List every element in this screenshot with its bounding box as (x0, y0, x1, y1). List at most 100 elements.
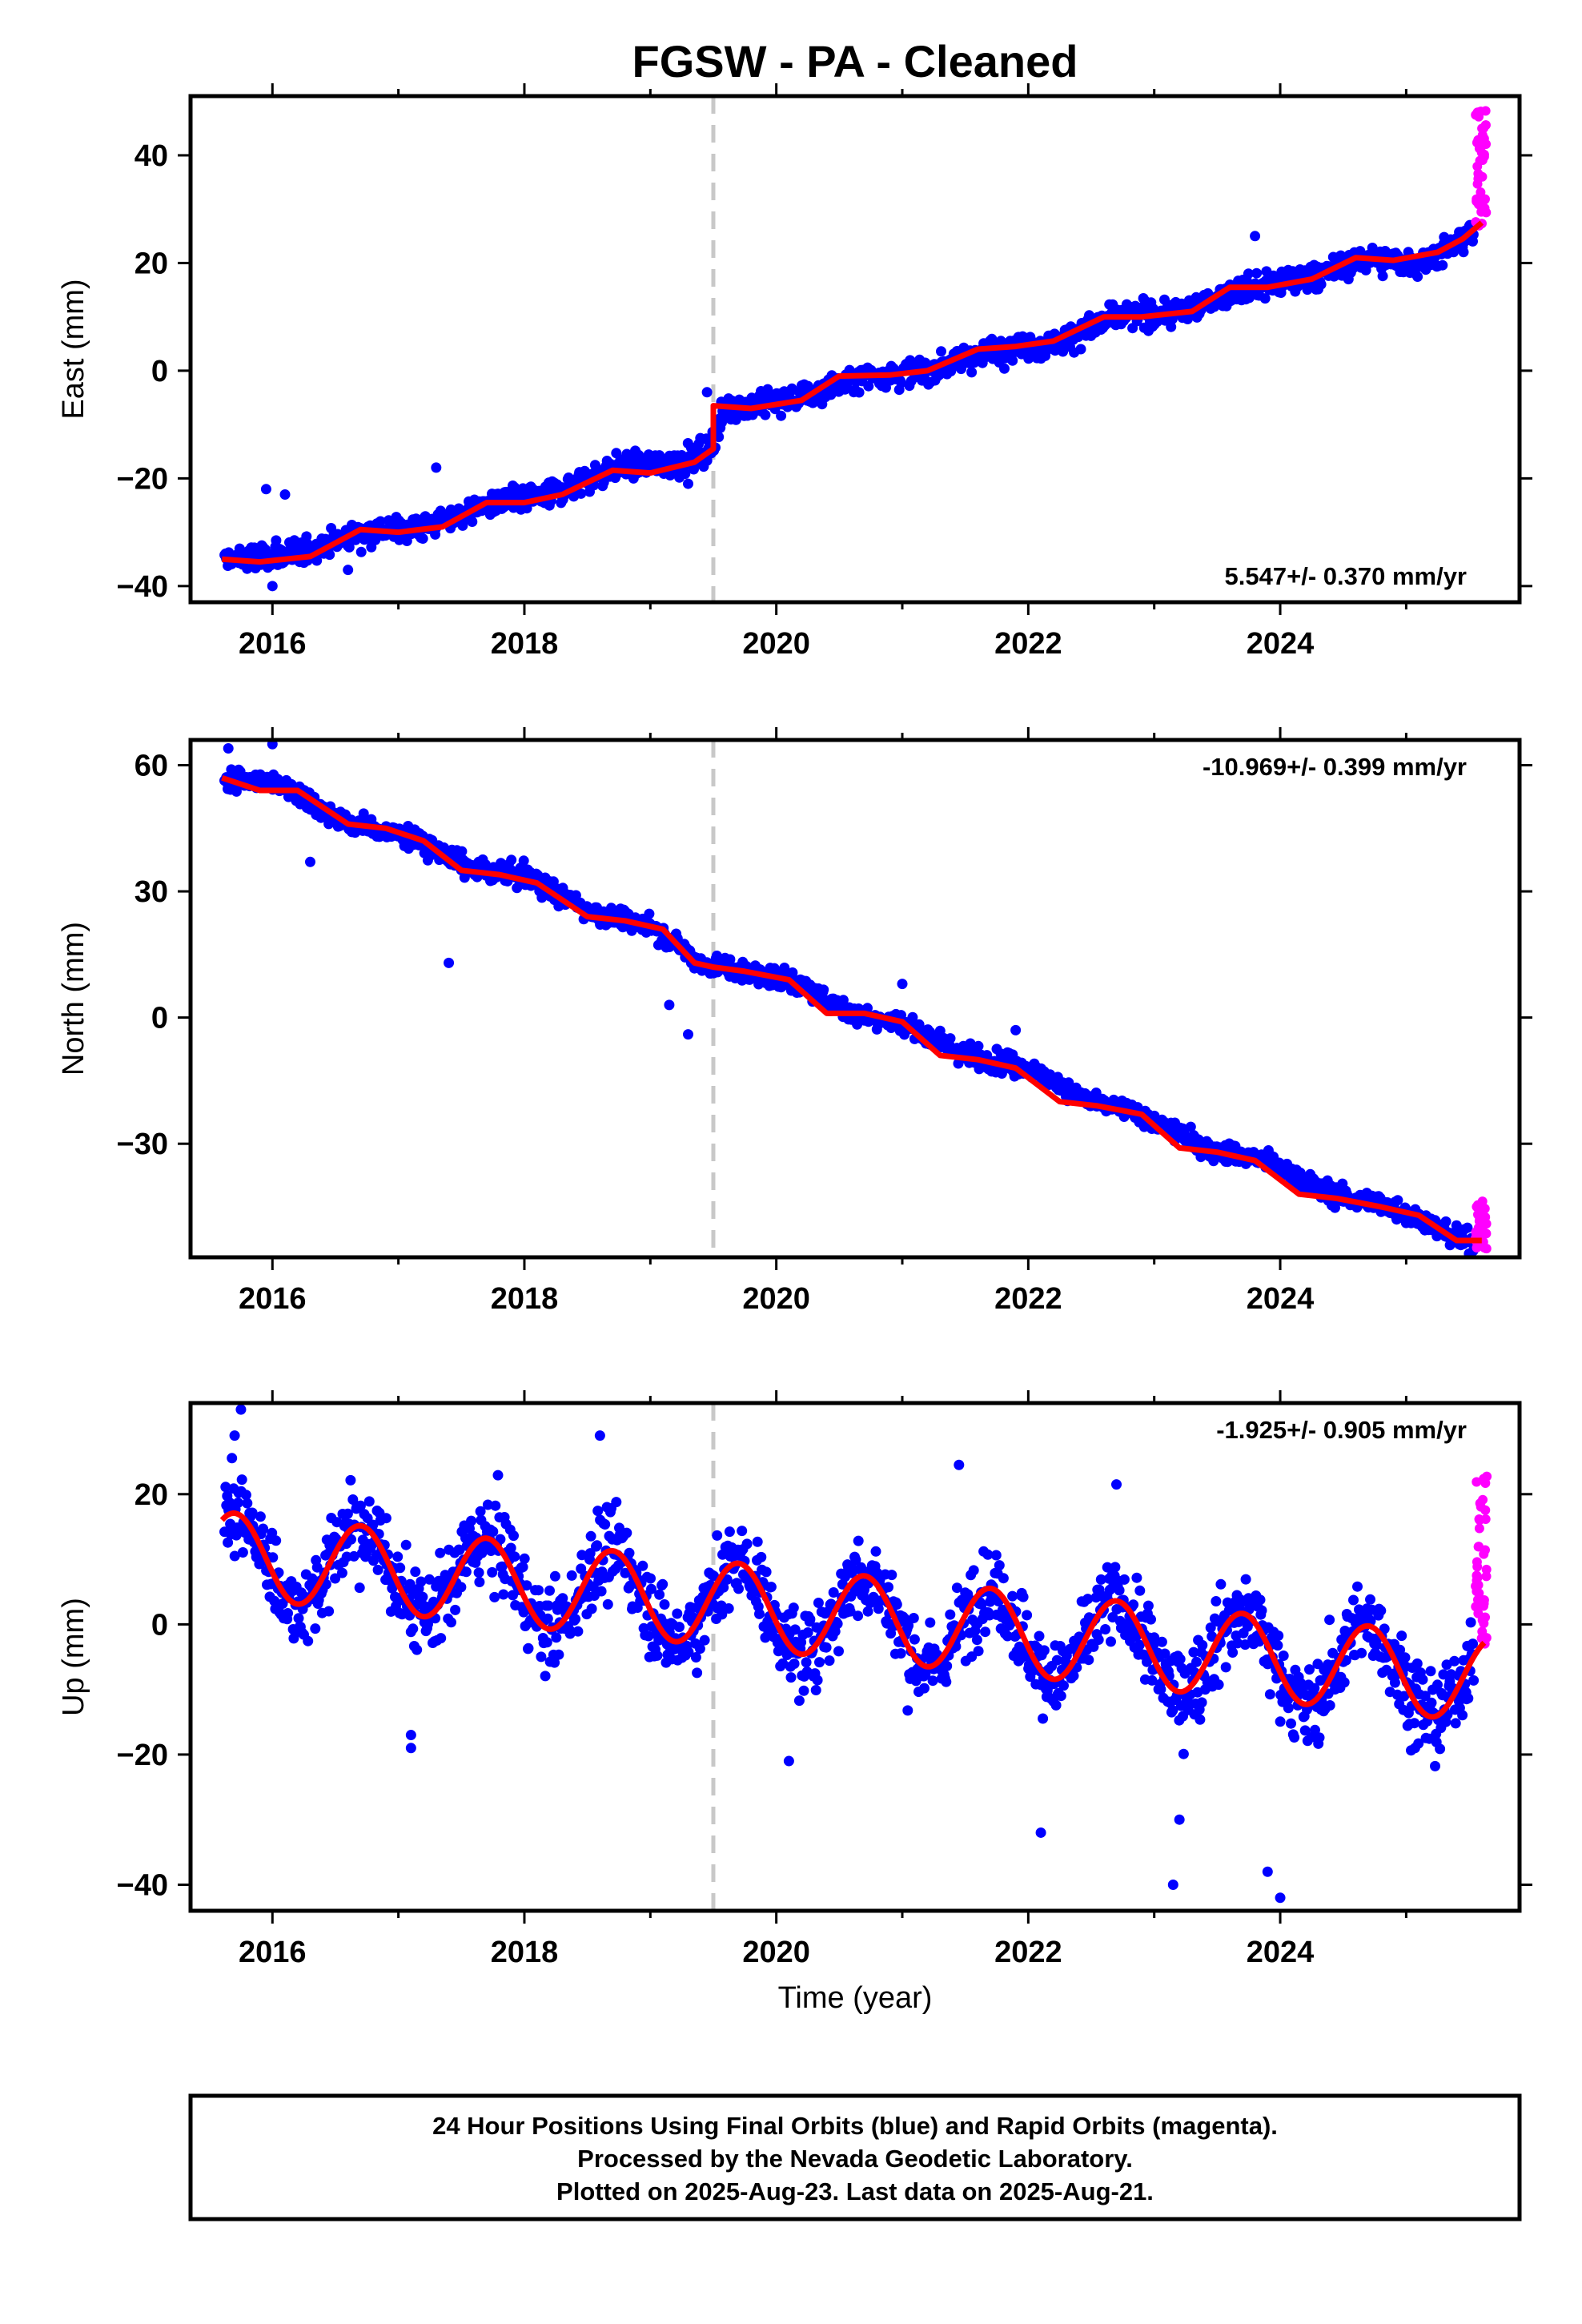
final-point (712, 1530, 723, 1541)
rapid-point (1472, 1575, 1482, 1586)
rapid-points-east (1471, 106, 1492, 231)
final-point (1058, 1680, 1069, 1691)
final-outlier (235, 1404, 247, 1415)
final-point (785, 1672, 797, 1683)
final-point (592, 1540, 603, 1551)
final-outlier (304, 856, 315, 867)
final-point (1425, 1666, 1436, 1677)
final-point (1094, 1584, 1105, 1595)
final-point (508, 1530, 519, 1542)
final-point (1356, 1647, 1367, 1659)
final-point (1211, 1596, 1222, 1606)
final-point (1083, 1655, 1094, 1666)
final-point (927, 1675, 938, 1687)
footer-frame (188, 2093, 1522, 2221)
final-outlier (1167, 1879, 1178, 1890)
final-point (1412, 271, 1423, 282)
final-point (1134, 1639, 1145, 1651)
final-point (909, 1634, 920, 1645)
rapid-point (1476, 142, 1486, 152)
final-point (572, 1626, 584, 1637)
y-axis-label-east: East (mm) (57, 279, 90, 419)
final-point (995, 336, 1006, 347)
final-point (542, 1613, 553, 1624)
final-point (754, 1608, 765, 1619)
final-point (1220, 1662, 1231, 1673)
final-point (945, 1033, 956, 1044)
final-point (363, 1496, 375, 1507)
final-point (1251, 267, 1263, 279)
final-point (1348, 1594, 1359, 1606)
final-point (436, 1633, 447, 1644)
final-point (467, 517, 478, 527)
y-tick-label: −30 (117, 1128, 168, 1161)
final-point (717, 1609, 728, 1620)
rapid-point (1472, 1594, 1483, 1605)
final-point (1315, 279, 1327, 290)
final-point (1468, 1638, 1479, 1650)
final-point (672, 1608, 683, 1619)
final-point (779, 963, 790, 973)
final-point (1188, 1647, 1199, 1658)
y-tick-label: −20 (117, 462, 168, 496)
final-point (723, 1603, 734, 1614)
final-outlier (1262, 1866, 1273, 1877)
final-point (258, 1523, 269, 1534)
final-point (1299, 1725, 1311, 1736)
rapid-point (1481, 1564, 1492, 1574)
final-point (968, 1565, 979, 1576)
final-outlier (683, 478, 694, 489)
final-point (551, 1632, 562, 1643)
final-point (1197, 1639, 1208, 1651)
final-point (490, 1500, 501, 1511)
final-point (412, 1644, 423, 1655)
final-point (1286, 1718, 1296, 1729)
final-point (637, 1560, 648, 1571)
final-outlier (260, 484, 271, 495)
final-point (1283, 1703, 1294, 1714)
final-point (1275, 1716, 1286, 1727)
final-point (417, 1591, 428, 1602)
y-axis-label-north: North (mm) (57, 922, 90, 1076)
final-point (474, 1577, 485, 1587)
final-point (231, 786, 242, 797)
final-point (1396, 1630, 1407, 1642)
final-point (1289, 1732, 1300, 1743)
rapid-point (1477, 1626, 1488, 1637)
final-point (645, 1573, 656, 1584)
final-point (652, 1650, 663, 1661)
final-outlier (431, 462, 442, 473)
velocity-rate-up: -1.925+/- 0.905 mm/yr (1216, 1416, 1467, 1444)
final-point (1324, 1614, 1335, 1626)
final-point (624, 1547, 635, 1558)
final-point (311, 1562, 323, 1573)
rapid-point (1480, 195, 1490, 205)
final-point (1399, 1691, 1410, 1702)
rapid-point (1474, 111, 1484, 122)
final-point (232, 1498, 243, 1508)
final-point (1038, 1713, 1049, 1724)
final-point (659, 1599, 670, 1610)
final-point (1272, 1640, 1283, 1651)
final-point (283, 1608, 293, 1618)
final-point (585, 1530, 596, 1542)
final-point (596, 1586, 607, 1597)
final-point (903, 1620, 914, 1631)
final-point (380, 1513, 391, 1524)
final-outlier (1035, 1827, 1046, 1838)
final-point (224, 1497, 235, 1508)
final-point (1195, 1714, 1206, 1725)
final-outlier (1010, 1024, 1022, 1035)
rapid-points-north (1471, 1196, 1492, 1254)
final-point (271, 1535, 282, 1546)
final-point (255, 1511, 266, 1522)
final-point (1106, 1636, 1116, 1647)
final-point (821, 1642, 832, 1653)
final-point (330, 1573, 341, 1584)
final-point (1007, 1590, 1018, 1602)
final-point (812, 1675, 823, 1686)
final-point (1068, 1671, 1079, 1682)
final-point (1419, 1691, 1431, 1702)
final-point (342, 1508, 353, 1519)
final-point (1239, 1639, 1251, 1651)
